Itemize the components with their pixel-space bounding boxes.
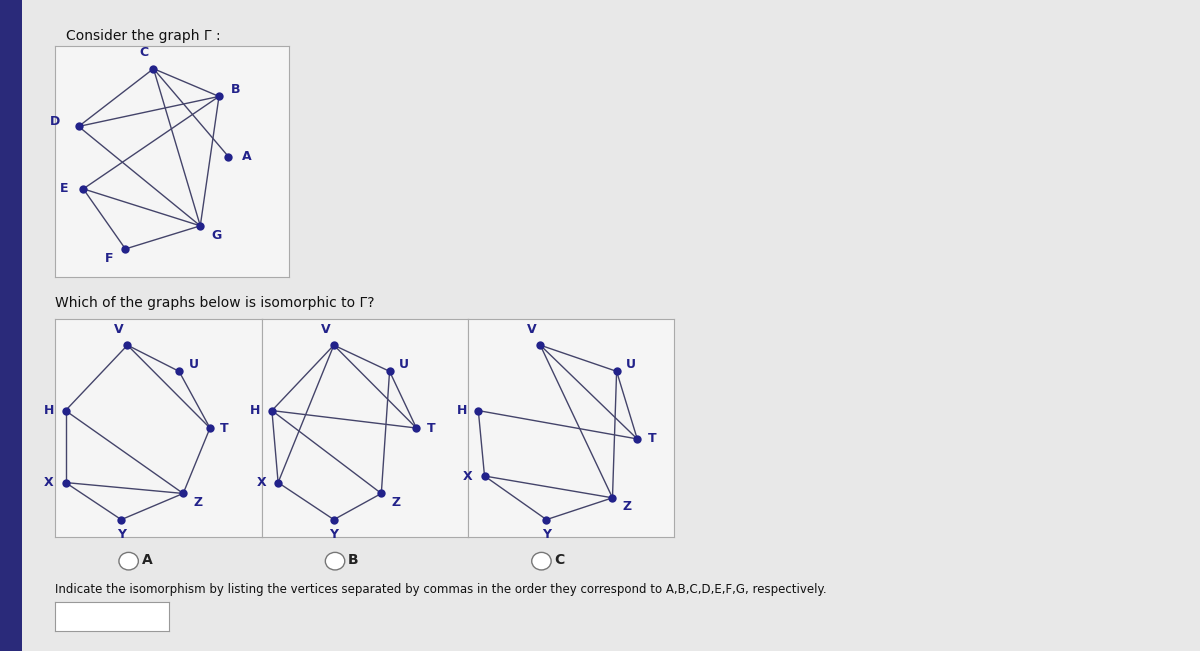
- Text: F: F: [104, 252, 113, 265]
- Text: X: X: [257, 476, 266, 489]
- Text: G: G: [211, 229, 222, 242]
- Text: B: B: [348, 553, 359, 567]
- Text: X: X: [463, 469, 473, 482]
- Text: Y: Y: [542, 529, 551, 542]
- Circle shape: [325, 552, 344, 570]
- Text: X: X: [44, 476, 54, 489]
- Text: T: T: [426, 422, 436, 434]
- Circle shape: [532, 552, 551, 570]
- Text: V: V: [320, 324, 330, 337]
- Circle shape: [119, 552, 138, 570]
- Text: A: A: [142, 553, 152, 567]
- Text: D: D: [50, 115, 60, 128]
- Text: E: E: [60, 182, 68, 195]
- Text: Indicate the isomorphism by listing the vertices separated by commas in the orde: Indicate the isomorphism by listing the …: [55, 583, 827, 596]
- Text: T: T: [647, 432, 656, 445]
- Text: C: C: [554, 553, 565, 567]
- Text: Y: Y: [116, 529, 126, 542]
- Text: U: U: [626, 358, 636, 371]
- Text: C: C: [139, 46, 149, 59]
- Text: B: B: [230, 83, 240, 96]
- Text: Z: Z: [623, 500, 631, 513]
- Text: A: A: [242, 150, 252, 163]
- Text: Z: Z: [193, 495, 202, 508]
- Text: Y: Y: [329, 529, 338, 542]
- Text: H: H: [44, 404, 54, 417]
- Text: H: H: [251, 404, 260, 417]
- Text: Consider the graph Γ :: Consider the graph Γ :: [66, 29, 221, 44]
- Text: V: V: [527, 324, 536, 337]
- Text: V: V: [114, 324, 124, 337]
- Text: T: T: [220, 422, 229, 434]
- Text: U: U: [188, 358, 198, 371]
- Text: H: H: [457, 404, 467, 417]
- Text: Z: Z: [391, 495, 401, 508]
- Text: Which of the graphs below is isomorphic to Γ?: Which of the graphs below is isomorphic …: [55, 296, 374, 311]
- Text: U: U: [400, 358, 409, 371]
